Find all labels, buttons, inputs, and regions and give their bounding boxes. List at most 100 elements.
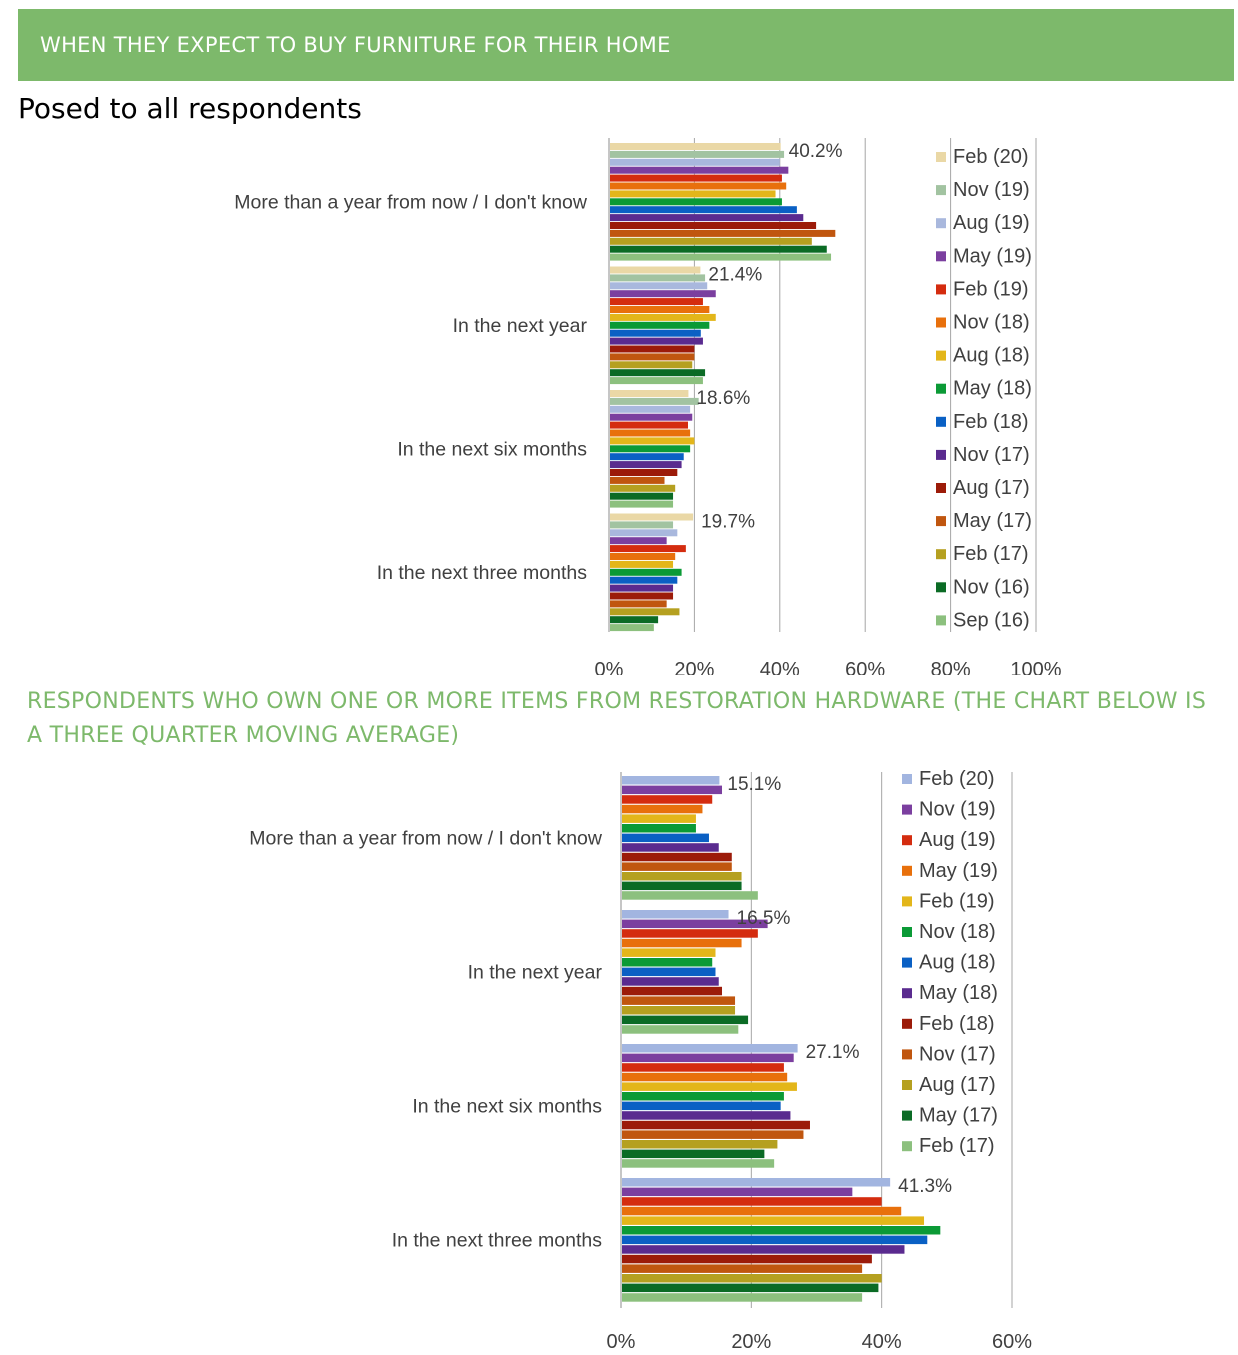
bar (610, 616, 659, 624)
legend-label: Nov (19) (919, 799, 996, 821)
legend-swatch (936, 350, 946, 361)
bar (610, 377, 703, 385)
bar (622, 938, 742, 948)
data-label: 40.2% (789, 141, 843, 162)
bar (622, 1235, 928, 1245)
legend-label: Aug (18) (953, 345, 1030, 367)
data-label: 27.1% (806, 1042, 860, 1063)
bar (622, 1130, 804, 1139)
bar (610, 245, 827, 253)
bar (610, 353, 695, 361)
x-tick-label: 0% (595, 659, 624, 675)
legend-swatch (902, 774, 912, 784)
bar (622, 1245, 905, 1254)
bar (610, 222, 817, 229)
bar (610, 405, 691, 413)
section-title: RESPONDENTS WHO OWN ONE OR MORE ITEMS FR… (27, 689, 1207, 748)
category-label: More than a year from now / I don't know (249, 827, 603, 849)
legend-swatch (902, 835, 912, 846)
data-label: 19.7% (701, 512, 755, 533)
bar (622, 967, 716, 977)
bar (622, 1140, 778, 1149)
bar (610, 274, 706, 282)
legend-label: Nov (16) (953, 576, 1030, 598)
bar (610, 624, 654, 632)
bar (622, 1216, 925, 1225)
legend-label: Nov (17) (919, 1043, 996, 1065)
bar (610, 166, 789, 174)
legend-swatch (902, 1080, 912, 1090)
bar (610, 437, 695, 445)
bar (622, 958, 713, 967)
bar (622, 948, 716, 957)
category-label: In the next year (468, 961, 603, 983)
bar (622, 1293, 863, 1302)
legend-swatch (936, 284, 946, 295)
x-tick-label: 40% (862, 1331, 902, 1353)
x-tick-label: 0% (607, 1331, 636, 1353)
bar (610, 453, 684, 461)
bar (610, 576, 678, 584)
bar (610, 313, 716, 321)
legend-label: Feb (17) (919, 1135, 995, 1157)
bar (610, 198, 782, 206)
bar (622, 1082, 797, 1091)
bar (610, 190, 776, 198)
bar (622, 881, 742, 891)
category-label: In the next six months (397, 438, 587, 460)
legend-label: Aug (18) (919, 952, 996, 974)
bar (610, 369, 706, 377)
legend-swatch (936, 416, 946, 427)
bar (610, 469, 678, 476)
legend-swatch (902, 1141, 912, 1152)
bar (610, 337, 703, 345)
legend-swatch (936, 483, 946, 493)
bar (622, 1187, 853, 1197)
chart-all-respondents: 0% 20% 40% 60% 80% 100% More than a year from … (234, 138, 1062, 675)
legend-label: Feb (18) (953, 411, 1029, 433)
bar (610, 206, 797, 214)
bar (610, 182, 787, 190)
legend-label: Sep (16) (953, 609, 1030, 631)
legend-label: Aug (17) (919, 1074, 996, 1096)
bar (610, 513, 694, 521)
legend-swatch (936, 615, 946, 626)
bar (622, 1015, 749, 1025)
x-tick-label: 20% (731, 1331, 771, 1353)
bar (610, 445, 691, 453)
bar (610, 158, 780, 166)
legend-label: Feb (17) (953, 543, 1029, 565)
page-title: WHEN THEY EXPECT TO BUY FURNITURE FOR TH… (40, 33, 671, 57)
bar (622, 977, 719, 986)
legend-swatch (936, 549, 946, 560)
legend-label: Nov (18) (919, 921, 996, 943)
bar (622, 1120, 810, 1130)
legend-label: Feb (20) (919, 768, 995, 790)
bar (610, 397, 699, 405)
bar (610, 560, 674, 568)
legend-swatch (902, 896, 912, 907)
bar (610, 553, 676, 560)
category-label: In the next three months (377, 562, 588, 584)
bar (610, 361, 693, 369)
header-banner: WHEN THEY EXPECT TO BUY FURNITURE FOR TH… (18, 9, 1234, 81)
legend-label: Feb (20) (953, 146, 1029, 168)
legend-label: Aug (17) (953, 477, 1030, 499)
x-tick-label: 80% (931, 659, 971, 675)
category-label: More than a year from now / I don't know (234, 191, 588, 213)
category-label: In the next year (453, 315, 588, 337)
bar (622, 1092, 784, 1101)
bar (610, 521, 674, 529)
bar (622, 1063, 784, 1072)
bar (610, 237, 812, 245)
bar (610, 476, 665, 484)
bar (610, 500, 674, 508)
bar (622, 852, 732, 862)
bar (610, 429, 691, 437)
x-tick-label: 60% (845, 659, 885, 675)
legend-swatch (902, 1110, 912, 1121)
bar (622, 1178, 891, 1187)
bar (622, 929, 758, 938)
x-tick-label: 60% (992, 1331, 1032, 1353)
bar (622, 1072, 788, 1082)
